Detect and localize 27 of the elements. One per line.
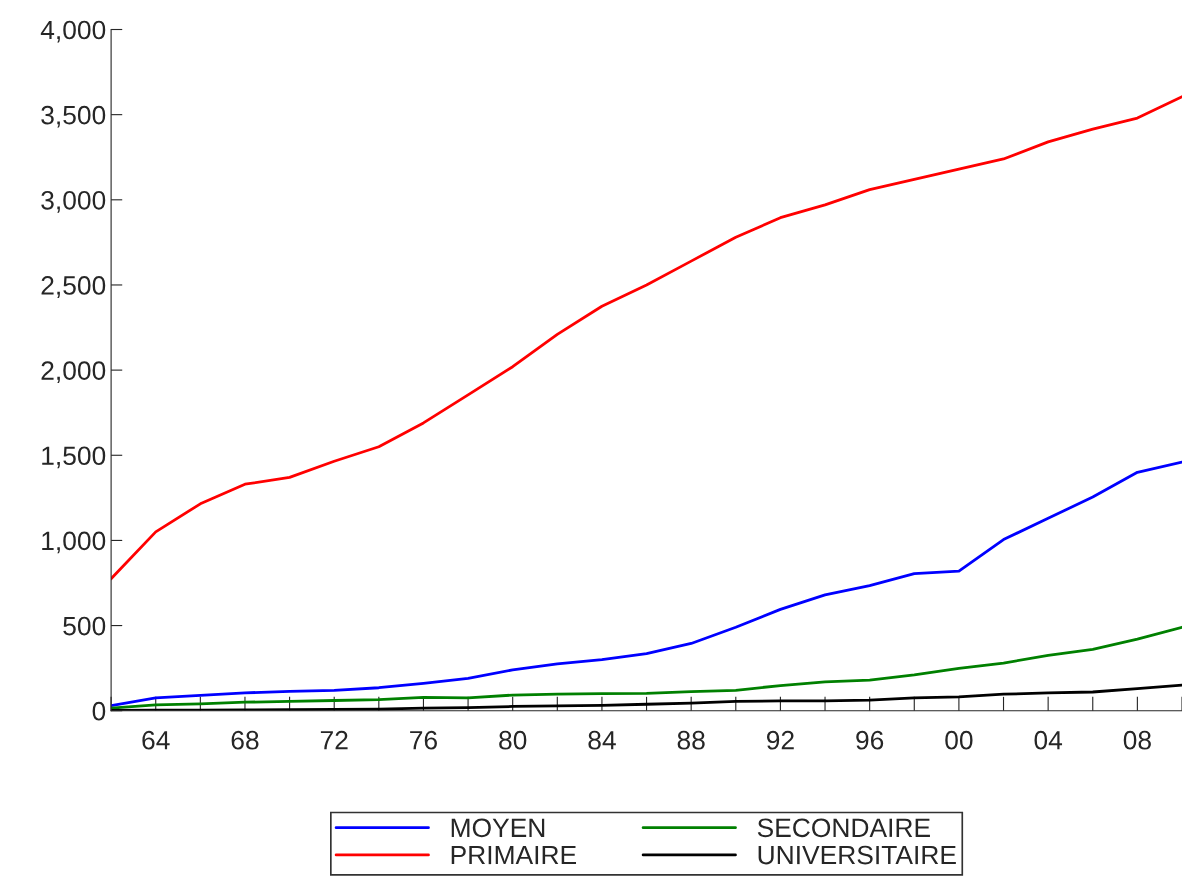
x-tick-label: 84 xyxy=(588,730,616,750)
line-series xyxy=(111,95,1182,581)
y-tick-label: 1,000 xyxy=(42,531,106,554)
x-tick-label: 04 xyxy=(1034,730,1063,750)
x-tick-label: 76 xyxy=(410,730,437,750)
x-tick-label: 08 xyxy=(1123,730,1151,750)
y-tick-label: 2,500 xyxy=(41,276,106,298)
legend-label: MOYEN xyxy=(451,818,545,838)
line-series xyxy=(111,460,1182,708)
x-tick-label: 64 xyxy=(142,730,170,750)
x-tick-label: 80 xyxy=(499,730,527,750)
y-tick-label: 3,000 xyxy=(41,190,106,213)
x-tick-label: 96 xyxy=(856,730,884,750)
y-tick-label: 2,000 xyxy=(41,361,106,384)
legend-label: SECONDAIRE xyxy=(757,818,930,838)
y-tick-label: 3,500 xyxy=(41,105,106,128)
x-tick-label: 88 xyxy=(677,730,705,750)
y-tick-label: 0 xyxy=(92,701,106,721)
legend-label: UNIVERSITAIRE xyxy=(758,845,956,865)
y-tick-label: 500 xyxy=(63,616,106,636)
y-tick-label: 4,000 xyxy=(40,20,106,43)
x-tick-label: 72 xyxy=(320,730,348,750)
legend-label: PRIMAIRE xyxy=(451,845,577,865)
y-tick-label: 1,500 xyxy=(42,446,106,469)
x-tick-label: 68 xyxy=(231,730,259,750)
x-tick-label: 00 xyxy=(945,730,973,750)
x-tick-label: 92 xyxy=(766,730,794,750)
